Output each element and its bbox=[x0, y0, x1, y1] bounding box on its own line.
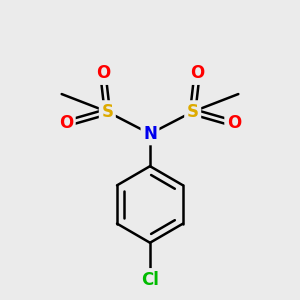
Text: N: N bbox=[143, 125, 157, 143]
Text: O: O bbox=[190, 64, 204, 82]
Text: O: O bbox=[96, 64, 110, 82]
Text: O: O bbox=[227, 115, 241, 133]
Text: O: O bbox=[59, 115, 73, 133]
Text: Cl: Cl bbox=[141, 271, 159, 289]
Text: S: S bbox=[101, 103, 113, 121]
Text: S: S bbox=[187, 103, 199, 121]
